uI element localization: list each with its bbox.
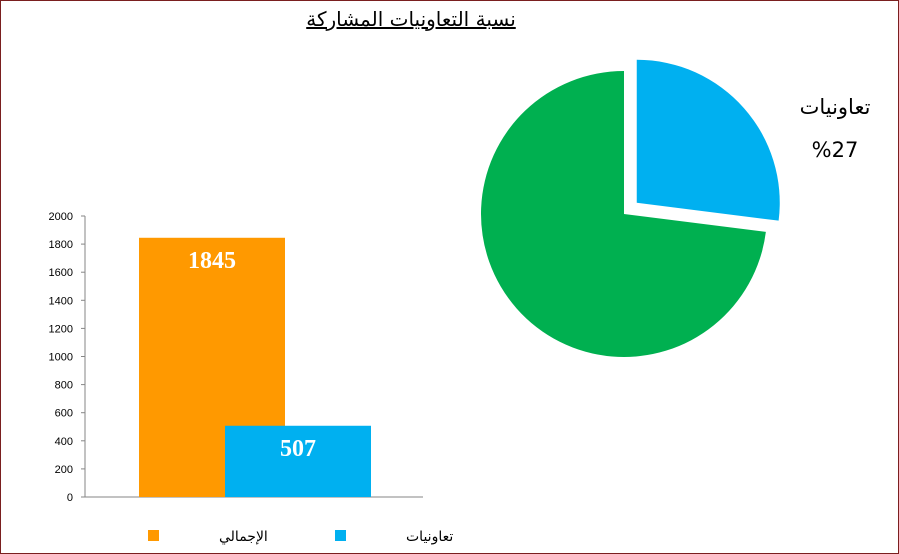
y-tick-label: 600 [55,408,73,420]
y-tick-label: 2000 [49,211,73,223]
y-tick-label: 1600 [49,267,73,279]
legend-label: تعاونيات [406,529,453,545]
bar-data-label: 507 [280,436,316,462]
chart-title: نسبة التعاونيات المشاركة [306,7,516,31]
y-tick-label: 1200 [49,323,73,335]
y-tick-label: 1000 [49,352,73,364]
y-tick-label: 0 [67,492,73,504]
y-tick-label: 1400 [49,295,73,307]
pie-slice-cooperatives [636,59,780,221]
pie-slice-other [480,71,766,357]
bar-data-label: 1845 [188,248,236,274]
legend-swatch [335,530,346,541]
pie-slice-label: تعاونيات [800,95,871,119]
y-tick-label: 400 [55,436,73,448]
bar-chart: 0 200 400 600 800 1000 1200 1400 1600 1800 2000 184… [49,211,454,545]
y-tick-label: 200 [55,464,73,476]
pie-slice-percent: %27 [812,138,859,162]
legend-label: الإجمالي [219,529,268,545]
bar-cooperatives [225,425,371,497]
y-tick-label: 800 [55,380,73,392]
legend-swatch [148,530,159,541]
y-tick-label: 1800 [49,239,73,251]
pie-chart: تعاونيات %27 [480,59,871,357]
